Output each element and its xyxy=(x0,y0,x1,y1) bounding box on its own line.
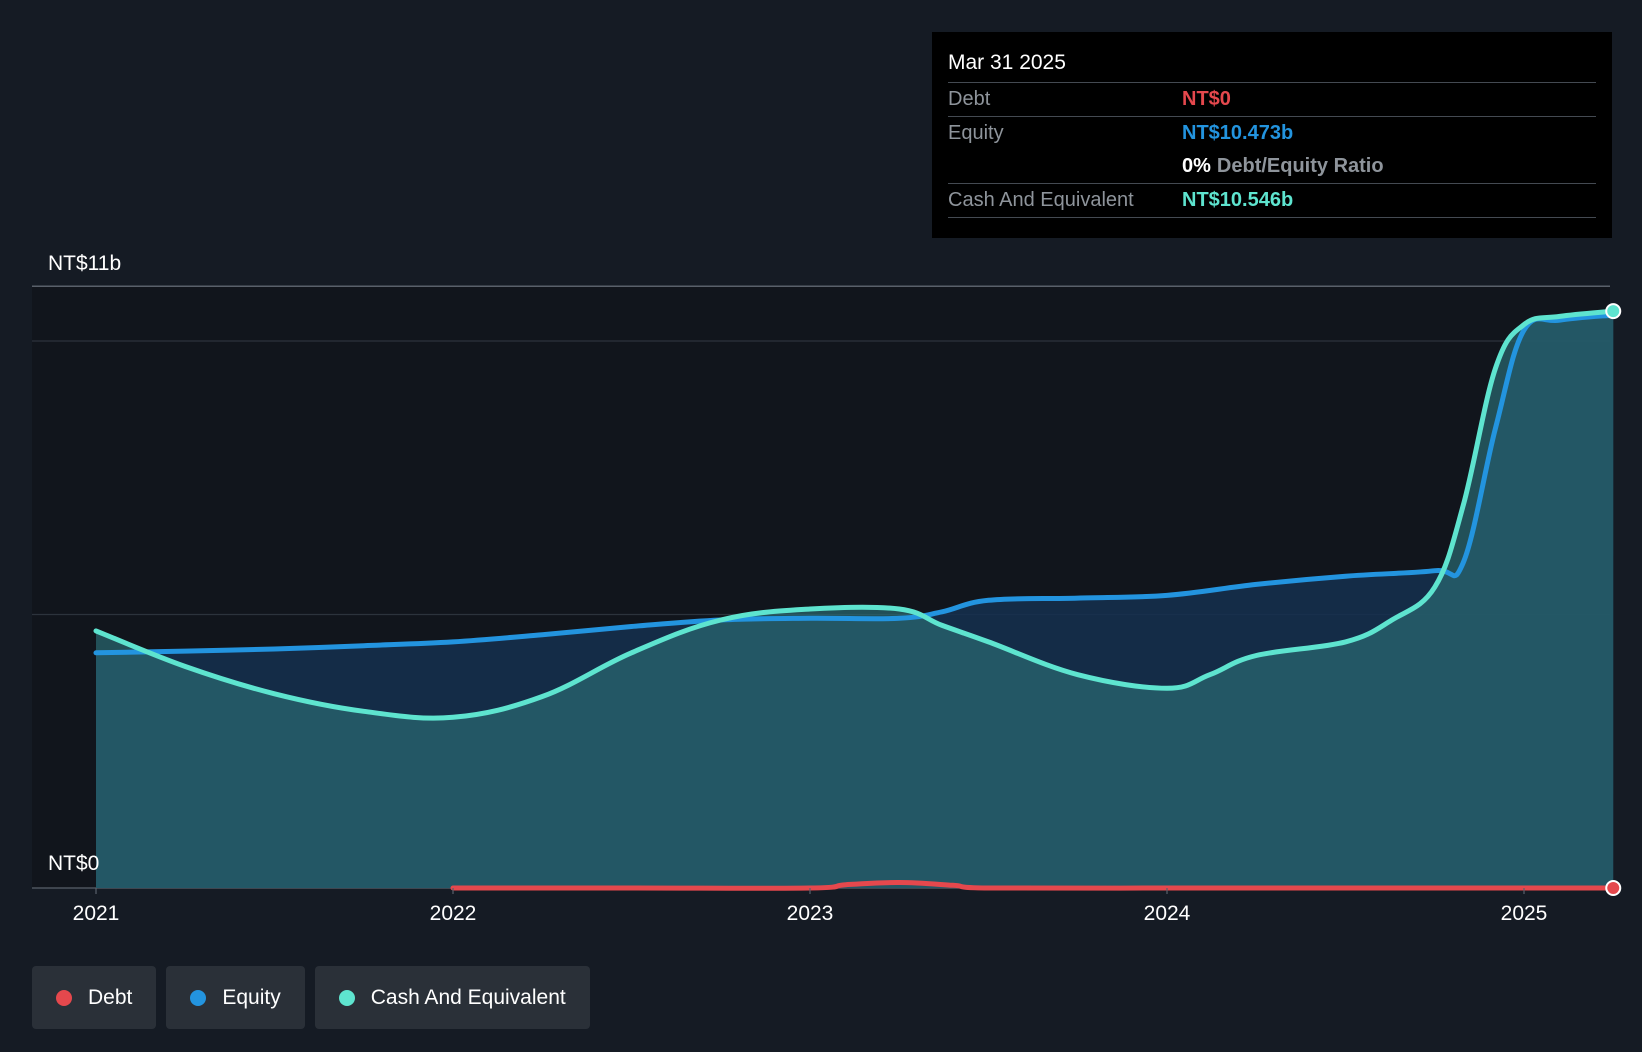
cash-line xyxy=(93,308,1616,721)
equity-line xyxy=(93,312,1616,656)
tooltip-equity-label: Equity xyxy=(948,122,1004,144)
x-tick-label-2025: 2025 xyxy=(1501,902,1548,925)
debt-line xyxy=(450,879,1616,891)
series-lines xyxy=(93,308,1616,891)
tooltip-debt-value: NT$0 xyxy=(1182,88,1231,110)
legend-dot-equity xyxy=(190,989,207,1006)
legend-dot-cash xyxy=(338,989,355,1006)
x-tick-label-2021: 2021 xyxy=(73,902,120,925)
legend-label-cash: Cash And Equivalent xyxy=(370,985,566,1009)
tooltip-row-ratio: 0% Debt/Equity Ratio xyxy=(948,150,1596,183)
y-label-bottom: NT$0 xyxy=(48,852,99,875)
y-label-top: NT$11b xyxy=(48,252,121,275)
tooltip-cash-label: Cash And Equivalent xyxy=(948,189,1134,211)
series-end-markers xyxy=(1605,303,1622,896)
x-tick-label-2023: 2023 xyxy=(787,902,834,925)
tooltip: Mar 31 2025 Debt NT$0 Equity NT$10.473b … xyxy=(932,32,1612,238)
legend-label-debt: Debt xyxy=(88,985,133,1009)
tooltip-row-debt: Debt NT$0 xyxy=(948,82,1596,116)
x-tick-label-2024: 2024 xyxy=(1144,902,1191,925)
legend-item-equity[interactable]: Equity xyxy=(166,966,305,1029)
tooltip-cash-value: NT$10.546b xyxy=(1182,189,1294,211)
debt-end-marker xyxy=(1605,880,1622,896)
legend-label-equity: Equity xyxy=(222,985,281,1009)
legend-item-cash[interactable]: Cash And Equivalent xyxy=(314,966,590,1029)
tooltip-debt-label: Debt xyxy=(948,88,991,110)
tooltip-row-cash: Cash And Equivalent NT$10.546b xyxy=(948,183,1596,218)
tooltip-ratio-value: 0% xyxy=(1182,155,1211,177)
tooltip-date: Mar 31 2025 xyxy=(948,51,1066,74)
tooltip-equity-value: NT$10.473b xyxy=(1182,122,1294,144)
tooltip-row-equity: Equity NT$10.473b xyxy=(948,116,1596,150)
cash-end-marker xyxy=(1605,303,1622,320)
series-areas xyxy=(96,311,1614,889)
legend: Debt Equity Cash And Equivalent xyxy=(32,966,590,1029)
tooltip-ratio-label: Debt/Equity Ratio xyxy=(1216,155,1384,177)
legend-dot-debt xyxy=(56,989,72,1006)
cash-area xyxy=(96,311,1614,889)
x-axis-ticks: 2021 2022 2023 2024 2025 xyxy=(73,888,1548,925)
legend-item-debt[interactable]: Debt xyxy=(32,966,157,1029)
x-tick-label-2022: 2022 xyxy=(430,902,477,925)
